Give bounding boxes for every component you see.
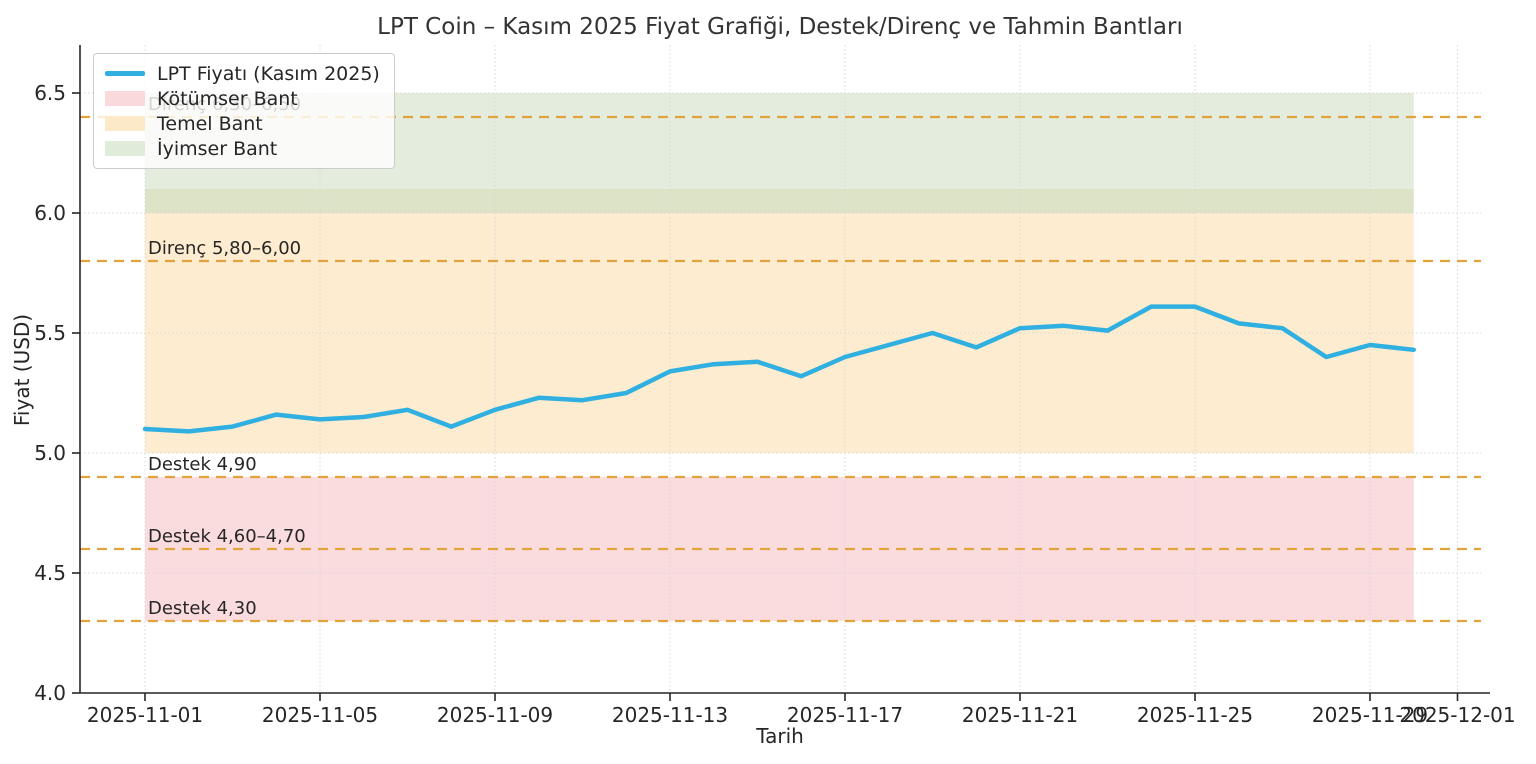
price-line bbox=[142, 304, 1416, 434]
level-label: Destek 4,90 bbox=[148, 454, 257, 475]
x-axis-label: Tarih bbox=[756, 724, 804, 748]
legend-line-swatch bbox=[105, 71, 145, 76]
legend-patch-swatch bbox=[105, 141, 145, 156]
legend-item: Kötümser Bant bbox=[105, 86, 380, 111]
y-tick-label: 6.5 bbox=[34, 81, 66, 105]
legend-item-label: İyimser Bant bbox=[157, 137, 278, 160]
chart-title: LPT Coin – Kasım 2025 Fiyat Grafiği, Des… bbox=[377, 14, 1183, 40]
legend-item: İyimser Bant bbox=[105, 136, 380, 161]
level-label: Destek 4,60–4,70 bbox=[148, 526, 306, 547]
x-tick-label: 2025-11-13 bbox=[612, 703, 728, 727]
y-tick-label: 4.0 bbox=[34, 681, 66, 705]
x-tick-label: 2025-11-29 bbox=[1312, 703, 1428, 727]
x-tick-label: 2025-12-01 bbox=[1399, 703, 1515, 727]
x-tick-label: 2025-11-09 bbox=[437, 703, 553, 727]
legend-patch-swatch bbox=[105, 91, 145, 106]
level-label: Direnç 5,80–6,00 bbox=[148, 238, 301, 259]
legend-item: LPT Fiyatı (Kasım 2025) bbox=[105, 61, 380, 86]
level-label: Destek 4,30 bbox=[148, 598, 257, 619]
y-tick-label: 4.5 bbox=[34, 561, 66, 585]
legend: LPT Fiyatı (Kasım 2025) Kötümser Bant Teme… bbox=[93, 53, 395, 169]
y-tick-label: 5.5 bbox=[34, 321, 66, 345]
x-tick-label: 2025-11-17 bbox=[787, 703, 903, 727]
iyimser-temel-overlap bbox=[145, 189, 1414, 213]
x-tick-label: 2025-11-01 bbox=[87, 703, 203, 727]
y-axis-label: Fiyat (USD) bbox=[10, 313, 34, 427]
y-tick-label: 5.0 bbox=[34, 441, 66, 465]
x-tick-label: 2025-11-05 bbox=[262, 703, 378, 727]
legend-patch-swatch bbox=[105, 116, 145, 131]
legend-item-label: Kötümser Bant bbox=[157, 87, 298, 110]
legend-item: Temel Bant bbox=[105, 111, 380, 136]
y-tick-label: 6.0 bbox=[34, 201, 66, 225]
legend-item-label: Temel Bant bbox=[157, 112, 263, 135]
legend-item-label: LPT Fiyatı (Kasım 2025) bbox=[157, 62, 380, 85]
x-tick-label: 2025-11-21 bbox=[962, 703, 1078, 727]
x-tick-label: 2025-11-25 bbox=[1137, 703, 1253, 727]
